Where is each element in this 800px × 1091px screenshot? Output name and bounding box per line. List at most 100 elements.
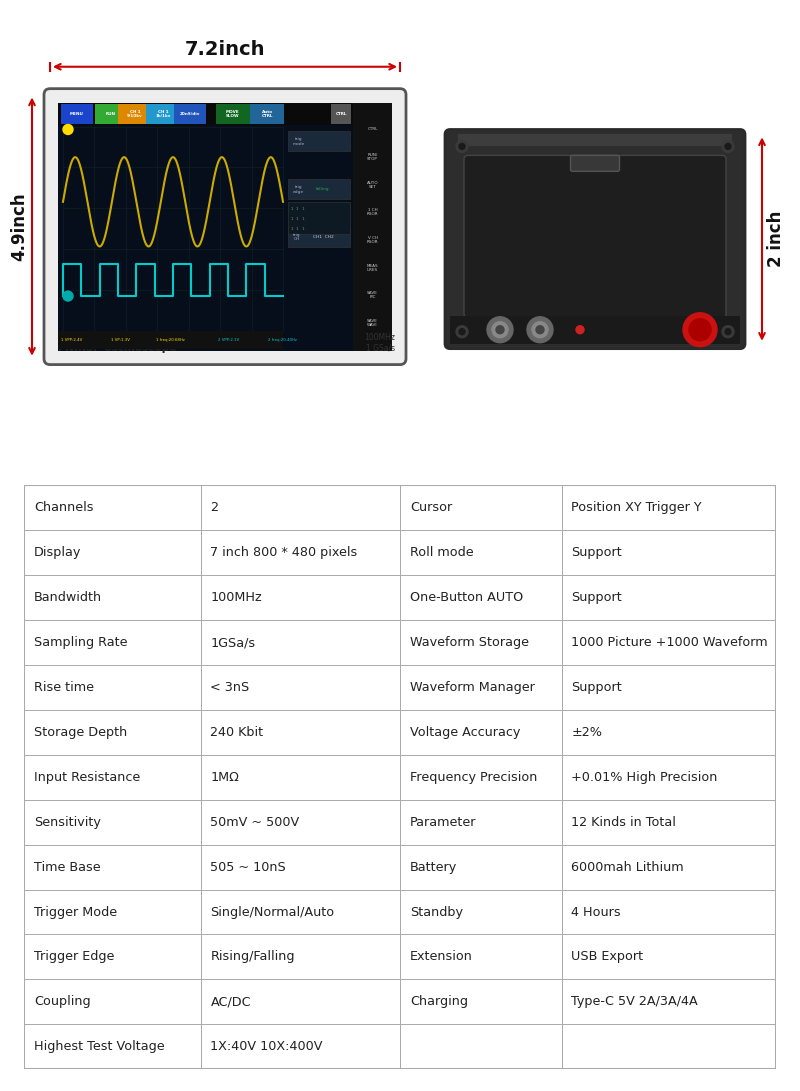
Text: trig
CH: trig CH [293,232,301,241]
Text: Cursor: Cursor [410,502,452,515]
Text: RUN/
STOP: RUN/ STOP [367,153,378,161]
Text: ±2%: ±2% [571,726,602,739]
Text: Time Base: Time Base [34,861,101,874]
Text: CH 1
1k/1kv: CH 1 1k/1kv [155,109,170,118]
Text: < 3nS: < 3nS [210,681,250,694]
Text: 4.9inch: 4.9inch [10,192,28,261]
FancyBboxPatch shape [464,155,726,317]
Text: Battery: Battery [410,861,457,874]
Text: Position XY Trigger Y: Position XY Trigger Y [571,502,702,515]
Text: 1  1   1: 1 1 1 [291,217,305,221]
Circle shape [456,141,468,153]
Text: Display: Display [34,547,81,560]
Text: Storage Depth: Storage Depth [34,726,127,739]
Text: USB Export: USB Export [571,950,643,963]
Text: Input Resistance: Input Resistance [34,771,140,783]
Text: 2: 2 [210,502,218,515]
Circle shape [492,322,508,338]
Bar [58,331,283,349]
Circle shape [722,141,734,153]
Text: CH 1
9/10kv: CH 1 9/10kv [127,109,143,118]
Circle shape [496,326,504,334]
Circle shape [63,291,73,301]
Text: 2 freq:20.40Hz: 2 freq:20.40Hz [268,338,297,341]
Circle shape [683,313,717,347]
Text: AC/DC: AC/DC [210,995,251,1008]
Text: Waveform Manager: Waveform Manager [410,681,534,694]
Bar [450,315,740,344]
Bar [58,103,353,350]
Bar [288,202,350,235]
Circle shape [722,326,734,338]
Text: SAVE
PIC: SAVE PIC [367,291,378,299]
Bar [61,104,93,123]
Text: 2 VPP:2.1V: 2 VPP:2.1V [218,338,239,341]
Text: 1  1   1: 1 1 1 [291,227,305,231]
Text: Sampling Rate: Sampling Rate [34,636,127,649]
Text: Rise time: Rise time [34,681,94,694]
Text: Trigger Edge: Trigger Edge [34,950,114,963]
Text: Sensitivity: Sensitivity [34,816,101,829]
Text: One-Button AUTO: One-Button AUTO [410,591,523,604]
Text: Highest Test Voltage: Highest Test Voltage [34,1040,165,1053]
Text: Coupling: Coupling [34,995,90,1008]
Bar [250,104,284,123]
Text: 240 Kbit: 240 Kbit [210,726,264,739]
Text: Single/Normal/Auto: Single/Normal/Auto [210,906,334,919]
Text: Trigger Mode: Trigger Mode [34,906,117,919]
Text: 50mV ~ 500V: 50mV ~ 500V [210,816,300,829]
Bar [146,104,180,123]
FancyBboxPatch shape [445,130,745,349]
FancyBboxPatch shape [44,88,406,364]
Circle shape [536,326,544,334]
Bar [288,227,350,247]
Text: Frequency Precision: Frequency Precision [410,771,537,783]
Text: 505 ~ 10nS: 505 ~ 10nS [210,861,286,874]
Text: Auto
CTRL: Auto CTRL [262,109,273,118]
Circle shape [487,316,513,343]
Text: 1 CH
RSOR: 1 CH RSOR [366,208,378,216]
Text: trig
edge: trig edge [293,185,304,193]
Text: Support: Support [571,591,622,604]
Text: 20nS/div: 20nS/div [180,111,200,116]
Bar [118,104,152,123]
Text: Extension: Extension [410,950,473,963]
Text: MEAS
URES: MEAS URES [366,264,378,272]
Text: 6000mah Lithium: 6000mah Lithium [571,861,684,874]
Text: FNIRSI  oscilloscope: FNIRSI oscilloscope [58,343,176,352]
Text: falling: falling [316,188,330,191]
Bar [288,132,350,152]
Text: 1 VP:1.3V: 1 VP:1.3V [111,338,130,341]
Text: Bandwidth: Bandwidth [34,591,102,604]
Text: trig
mode: trig mode [293,137,306,146]
Text: 1000 Picture +1000 Waveform: 1000 Picture +1000 Waveform [571,636,768,649]
Text: Support: Support [571,681,622,694]
Circle shape [456,326,468,338]
Text: 1 freq:20.68Hz: 1 freq:20.68Hz [156,338,185,341]
Text: RUN: RUN [106,111,116,116]
Text: 100MHz: 100MHz [210,591,262,604]
Circle shape [532,322,548,338]
Text: 1 VPP:2.4V: 1 VPP:2.4V [61,338,82,341]
Circle shape [459,328,465,335]
Text: MOVE
SLOW: MOVE SLOW [226,109,240,118]
FancyBboxPatch shape [570,155,619,171]
Circle shape [459,143,465,149]
Bar [288,179,350,200]
Circle shape [725,143,731,149]
Circle shape [63,124,73,134]
Circle shape [689,319,711,340]
Bar [174,104,206,123]
Text: 7.2inch: 7.2inch [185,39,266,59]
Circle shape [527,316,553,343]
Text: Standby: Standby [410,906,462,919]
Text: Channels: Channels [34,502,94,515]
Circle shape [576,326,584,334]
Text: Rising/Falling: Rising/Falling [210,950,295,963]
Text: CTRL: CTRL [335,111,346,116]
Text: 12 Kinds in Total: 12 Kinds in Total [571,816,676,829]
Text: Voltage Accuracy: Voltage Accuracy [410,726,520,739]
Text: Roll mode: Roll mode [410,547,474,560]
Text: CH1  CH2: CH1 CH2 [313,235,334,239]
Text: Waveform Storage: Waveform Storage [410,636,529,649]
